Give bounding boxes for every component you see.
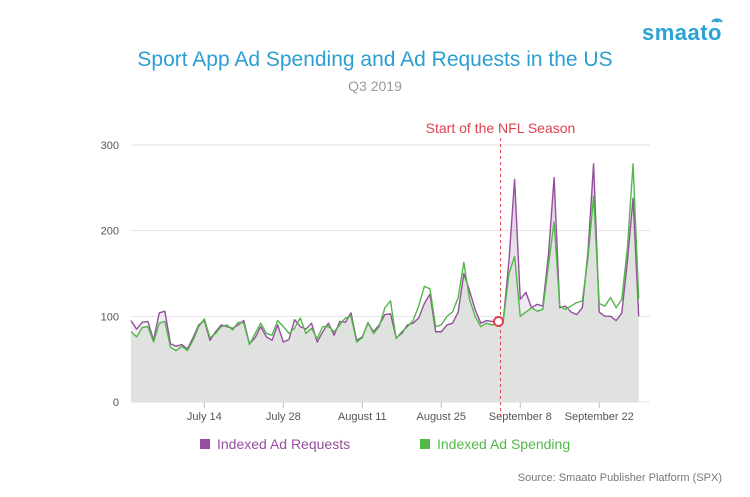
y-tick-label: 100: [101, 311, 119, 323]
x-tick-label: August 25: [416, 411, 466, 423]
wifi-icon: [711, 18, 723, 23]
y-tick-label: 200: [101, 226, 119, 238]
smaato-logo: smaato: [641, 18, 723, 46]
x-tick-label: July 14: [187, 411, 222, 423]
legend-label: Indexed Ad Requests: [217, 436, 350, 452]
legend-label: Indexed Ad Spending: [437, 436, 570, 452]
brand-name: smaato: [641, 20, 722, 45]
y-tick-label: 0: [113, 397, 119, 409]
legend-swatch: [420, 439, 430, 449]
source-note: Source: Smaato Publisher Platform (SPX): [517, 472, 722, 484]
legend-swatch: [200, 439, 210, 449]
nfl-season-marker-dot: [493, 315, 505, 327]
x-tick-label: September 8: [489, 411, 552, 423]
series-line-ad-requests: [130, 163, 640, 350]
nfl-season-annotation: Start of the NFL Season: [426, 120, 576, 136]
x-tick-label: July 28: [266, 411, 301, 423]
x-tick-label: September 22: [565, 411, 634, 423]
series-line-ad-spending: [130, 163, 640, 352]
x-tick-label: August 11: [338, 411, 387, 423]
area-fill: [131, 196, 639, 402]
chart-subtitle: Q3 2019: [348, 78, 402, 94]
chart-title: Sport App Ad Spending and Ad Requests in…: [137, 48, 613, 71]
y-tick-label: 300: [101, 140, 119, 152]
